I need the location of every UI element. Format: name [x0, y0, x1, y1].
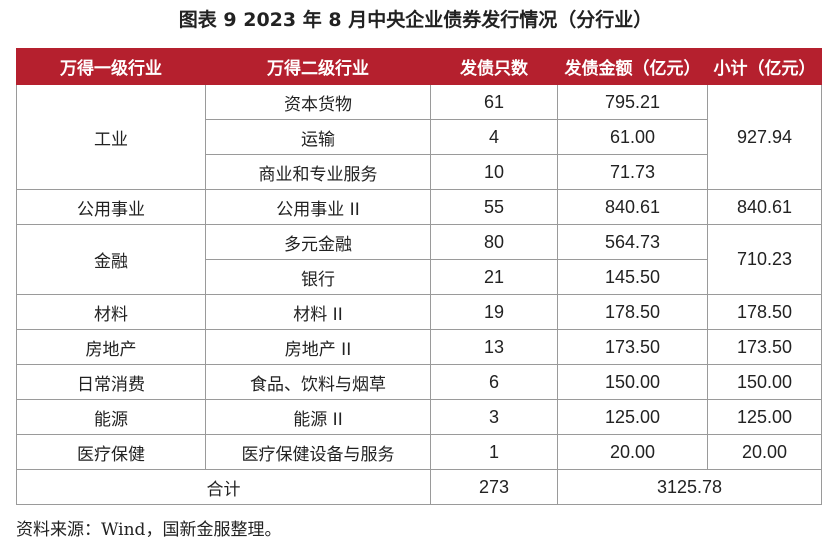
bond-amount-cell: 150.00 [557, 364, 708, 400]
bond-amount-cell: 795.21 [557, 84, 708, 120]
table-row: 材料 材料 II 19 178.50 178.50 [16, 294, 822, 330]
level1-industry-cell: 公用事业 [16, 189, 206, 225]
subtotal-cell: 125.00 [707, 399, 822, 435]
bond-count-cell: 6 [430, 364, 558, 400]
bond-amount-cell: 173.50 [557, 329, 708, 365]
table-row: 医疗保健 医疗保健设备与服务 1 20.00 20.00 [16, 434, 822, 470]
table-row: 工业 资本货物 61 795.21 927.94 [16, 84, 822, 190]
level2-industry-cell: 资本货物 [205, 84, 431, 120]
bond-count-cell: 80 [430, 224, 558, 260]
bond-amount-cell: 20.00 [557, 434, 708, 470]
header-bond-amount: 发债金额（亿元） [557, 48, 708, 85]
bond-count-cell: 10 [430, 154, 558, 190]
subtotal-cell: 710.23 [707, 224, 822, 295]
table-row: 房地产 房地产 II 13 173.50 173.50 [16, 329, 822, 365]
table-row: 银行 21 145.50 [17, 259, 822, 295]
total-label: 合计 [16, 469, 431, 505]
header-bond-count: 发债只数 [430, 48, 558, 85]
subtotal-cell: 20.00 [707, 434, 822, 470]
bond-count-cell: 55 [430, 189, 558, 225]
header-level2-industry: 万得二级行业 [205, 48, 431, 85]
subtotal-cell: 173.50 [707, 329, 822, 365]
bond-amount-cell: 840.61 [557, 189, 708, 225]
total-amount: 3125.78 [557, 469, 822, 505]
subtotal-cell: 150.00 [707, 364, 822, 400]
level1-industry-cell: 金融 [16, 224, 206, 295]
bond-amount-cell: 61.00 [557, 119, 708, 155]
header-level1-industry: 万得一级行业 [16, 48, 206, 85]
bond-count-cell: 3 [430, 399, 558, 435]
bond-count-cell: 61 [430, 84, 558, 120]
level2-industry-cell: 银行 [205, 259, 431, 295]
level2-industry-cell: 房地产 II [205, 329, 431, 365]
bond-count-cell: 13 [430, 329, 558, 365]
table-row: 运输 4 61.00 [17, 119, 822, 155]
total-row: 合计 273 3125.78 [16, 469, 822, 505]
table-title: 图表 9 2023 年 8 月中央企业债券发行情况（分行业） [178, 9, 653, 31]
subtotal-cell: 840.61 [707, 189, 822, 225]
bond-count-cell: 21 [430, 259, 558, 295]
table-row: 日常消费 食品、饮料与烟草 6 150.00 150.00 [16, 364, 822, 400]
level1-industry-cell: 日常消费 [16, 364, 206, 400]
source-note: 资料来源：Wind，国新金服整理。 [16, 520, 282, 540]
level1-industry-cell: 能源 [16, 399, 206, 435]
level2-industry-cell: 食品、饮料与烟草 [205, 364, 431, 400]
subtotal-cell: 927.94 [707, 84, 822, 190]
bond-count-cell: 4 [430, 119, 558, 155]
level1-industry-cell: 房地产 [16, 329, 206, 365]
bond-count-cell: 1 [430, 434, 558, 470]
table-row: 公用事业 公用事业 II 55 840.61 840.61 [16, 189, 822, 225]
bond-count-cell: 19 [430, 294, 558, 330]
subtotal-cell: 178.50 [707, 294, 822, 330]
bond-amount-cell: 145.50 [557, 259, 708, 295]
level1-industry-cell: 工业 [16, 84, 206, 190]
bond-issuance-table: 万得一级行业 万得二级行业 发债只数 发债金额（亿元） 小计（亿元） 工业 资本… [16, 48, 822, 505]
level2-industry-cell: 运输 [205, 119, 431, 155]
header-subtotal: 小计（亿元） [707, 48, 822, 85]
level2-industry-cell: 公用事业 II [205, 189, 431, 225]
level2-industry-cell: 商业和专业服务 [205, 154, 431, 190]
header-row: 万得一级行业 万得二级行业 发债只数 发债金额（亿元） 小计（亿元） [16, 48, 822, 85]
bond-amount-cell: 125.00 [557, 399, 708, 435]
table-row: 能源 能源 II 3 125.00 125.00 [16, 399, 822, 435]
level1-industry-cell: 医疗保健 [16, 434, 206, 470]
table-row: 金融 多元金融 80 564.73 710.23 [16, 224, 822, 295]
level2-industry-cell: 医疗保健设备与服务 [205, 434, 431, 470]
level1-industry-cell: 材料 [16, 294, 206, 330]
bond-amount-cell: 178.50 [557, 294, 708, 330]
bond-amount-cell: 564.73 [557, 224, 708, 260]
bond-amount-cell: 71.73 [557, 154, 708, 190]
level2-industry-cell: 能源 II [205, 399, 431, 435]
total-count: 273 [430, 469, 558, 505]
level2-industry-cell: 多元金融 [205, 224, 431, 260]
level2-industry-cell: 材料 II [205, 294, 431, 330]
